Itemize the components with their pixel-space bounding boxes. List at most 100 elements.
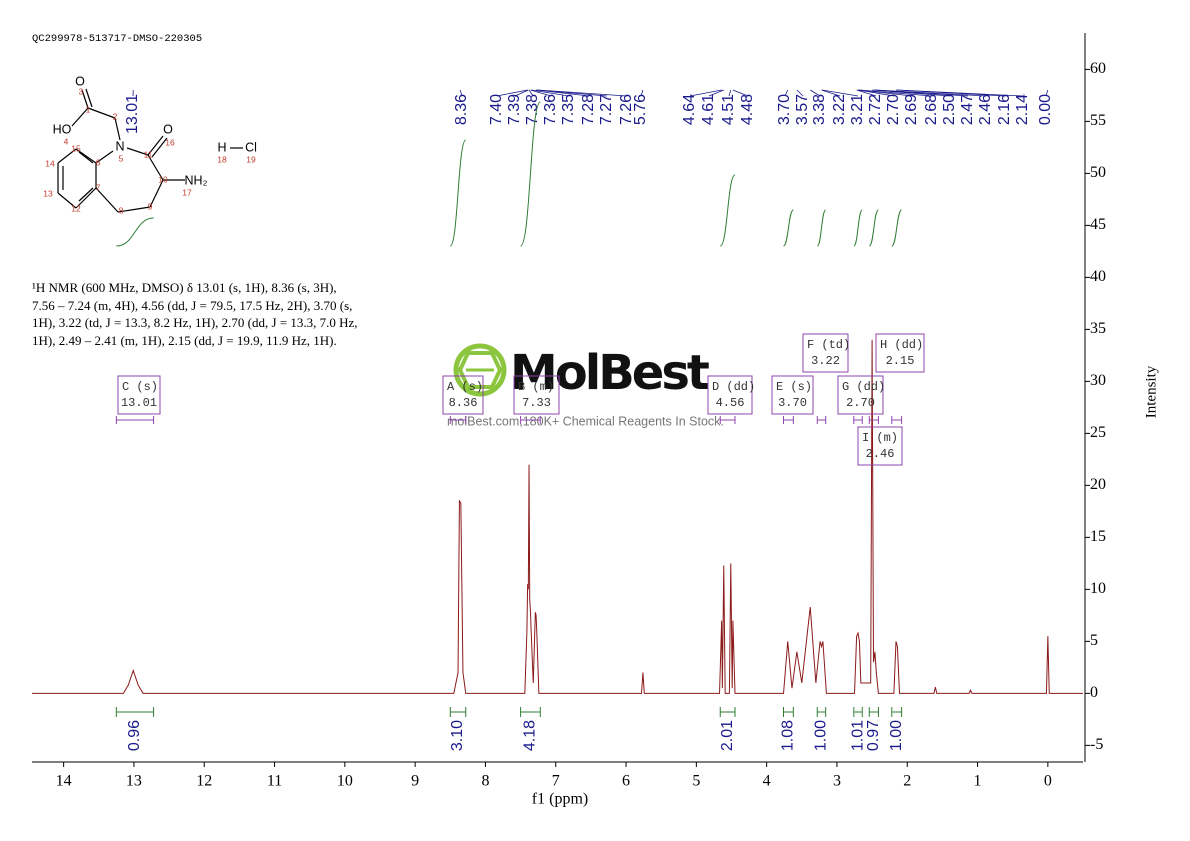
multiplet-shift: 2.46 [866,447,895,461]
molecule-bonds [57,88,243,213]
x-tick-label: 2 [903,773,911,790]
peak-label: 7.40 [488,94,505,125]
y-tick-label: 45 [1090,216,1106,233]
atom-label: H [217,140,226,154]
atom-number: 11 [144,149,153,159]
multiplet-box [771,375,814,415]
peak-label: 4.51 [720,94,737,125]
multiplet-box [857,426,903,466]
integral-curve [816,209,827,247]
peak-label: 2.46 [977,94,994,125]
multiplet-shift: 3.22 [811,354,840,368]
peak-leader [530,89,552,97]
atom-label: HO [53,122,72,136]
multiplet-name: D (dd) [712,380,755,394]
multiplet-name: E (s) [776,380,812,394]
peak-label: 7.26 [618,94,635,125]
peak-leader [897,89,1024,97]
integral-curve [719,174,736,247]
watermark-tagline: molBest.com,180K+ Chemical Reagents In S… [447,414,724,428]
x-tick-label: 14 [56,773,72,790]
x-tick-label: 7 [552,773,560,790]
peak-leader [531,89,570,97]
y-tick-label: 40 [1090,268,1106,285]
y-axis-label: Intensity [1143,365,1159,418]
atom-number: 7 [96,182,101,192]
spectrum-line [32,339,1083,694]
multiplet-shift: 13.01 [121,396,157,410]
multiplet-shift: 8.36 [449,396,478,410]
y-tick-label: 30 [1090,372,1106,389]
x-tick-label: 9 [411,773,419,790]
peak-label: 3.21 [849,94,866,125]
peak-label: 7.39 [506,94,523,125]
atom-number: 19 [246,154,256,164]
atom-number: 8 [119,205,124,215]
multiplet-name: B (m) [518,380,554,394]
peak-leader [856,89,877,97]
multiplet-shift: 3.70 [778,396,807,410]
multiplet-name: A (s) [447,380,483,394]
peak-leader [496,89,528,97]
peak-label: 7.27 [598,94,615,125]
atom-number: 18 [217,154,227,164]
atom-label: Cl [245,140,257,154]
logo [453,343,507,397]
peak-leader [640,89,644,97]
atom-number: 14 [45,158,55,168]
peak-label: 0.00 [1037,94,1054,125]
peak-leader [528,89,534,97]
multiplet-box [707,375,753,415]
atom-number: 6 [96,157,101,167]
peak-leader [859,89,933,97]
peak-label: 2.47 [959,94,976,125]
peak-label: 13.01 [124,94,141,134]
x-tick-label: 4 [763,773,771,790]
peak-label: 8.36 [453,94,470,125]
integral-label: 0.97 [865,720,882,751]
integral-curve [449,139,467,247]
atom-number: 17 [182,187,192,197]
peak-leader [1045,89,1049,97]
peak-label: 5.76 [632,94,649,125]
multiplet-box [837,375,884,415]
peak-leader [857,89,895,97]
integral-label: 2.01 [719,720,736,751]
multiplet-shift: 4.56 [716,396,745,410]
atom-number: 13 [43,188,53,198]
x-tick-label: 11 [267,773,282,790]
peak-leader [537,89,628,97]
integral-label: 3.10 [449,720,466,751]
peak-leader [810,89,821,97]
x-tick-label: 5 [692,773,700,790]
peak-leader [796,89,804,97]
multiplet-box [117,375,161,415]
multiplet-name: H (dd) [880,338,923,352]
peak-label: 7.28 [580,94,597,125]
peak-label: 3.22 [831,94,848,125]
multiplet-box [442,375,484,415]
x-tick-label: 10 [337,773,353,790]
integral-label: 1.00 [813,720,830,751]
atom-label: N [115,139,124,153]
x-tick-label: 12 [196,773,212,790]
peak-label: 3.57 [794,94,811,125]
peak-leader [689,89,722,97]
integral-label: 1.01 [849,720,866,751]
y-tick-label: -5 [1090,736,1103,753]
peak-label: 3.38 [811,94,828,125]
y-tick-label: 10 [1090,580,1106,597]
atom-number: 10 [158,174,168,184]
atom-number: 1 [86,104,91,114]
integral-label: 0.96 [126,720,143,751]
multiplet-box [875,333,925,373]
atom-number: 2 [113,111,118,121]
y-tick-label: 60 [1090,60,1106,77]
multiplet-shift: 7.33 [522,396,551,410]
x-axis-label: f1 (ppm) [532,791,588,808]
peak-leader [822,89,859,97]
integral-label: 1.08 [780,720,797,751]
